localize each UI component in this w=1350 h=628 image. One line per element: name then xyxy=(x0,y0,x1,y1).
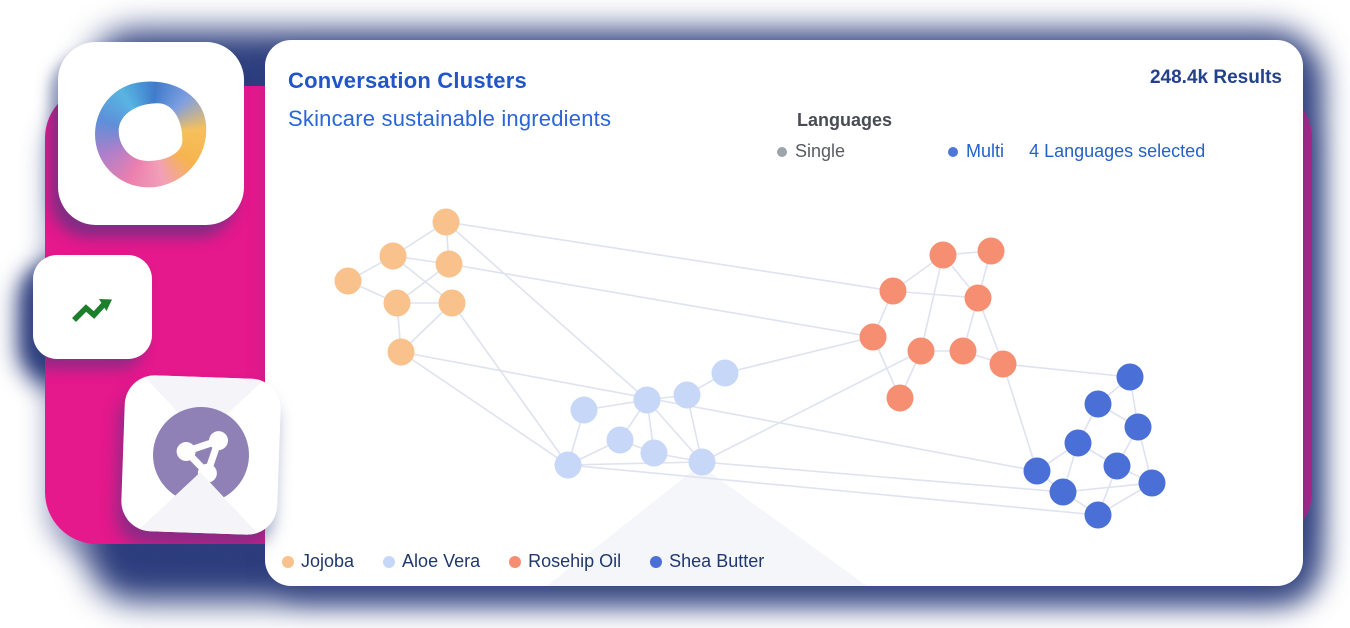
swirl-logo-icon xyxy=(86,71,216,196)
graph-node-aloe[interactable] xyxy=(554,451,582,479)
brand-logo-tile[interactable] xyxy=(58,42,244,225)
languages-selected-link[interactable]: 4 Languages selected xyxy=(1029,141,1206,161)
graph-edge xyxy=(646,399,703,463)
results-count: 248.4k Results xyxy=(1149,67,1282,88)
graph-node-aloe[interactable] xyxy=(688,448,716,476)
single-label: Single xyxy=(795,141,846,161)
graph-node-shea[interactable] xyxy=(1064,429,1092,457)
graph-node-jojoba[interactable] xyxy=(435,250,463,278)
graph-edge xyxy=(724,336,874,374)
graph-node-shea[interactable] xyxy=(1124,413,1152,441)
graph-edge xyxy=(567,464,1099,516)
jojoba-dot-icon xyxy=(282,555,294,568)
cluster-network-chart[interactable] xyxy=(265,40,1303,586)
graph-node-shea[interactable] xyxy=(1084,390,1112,418)
graph-node-aloe[interactable] xyxy=(711,359,739,387)
graph-node-jojoba[interactable] xyxy=(383,289,411,317)
graph-edge xyxy=(701,350,922,463)
graph-edge xyxy=(400,351,569,466)
graph-node-shea[interactable] xyxy=(1103,452,1131,480)
query-subtitle: Skincare sustainable ingredients xyxy=(288,106,612,131)
rosehip-oil-dot-icon xyxy=(509,555,522,568)
graph-edge xyxy=(400,351,1038,472)
legend-label: Aloe Vera xyxy=(402,551,481,571)
legend-label: Shea Butter xyxy=(669,551,765,571)
network-share-icon xyxy=(151,405,251,505)
graph-node-rosehip[interactable] xyxy=(859,323,887,351)
graph-node-shea[interactable] xyxy=(1023,457,1051,485)
graph-node-rosehip[interactable] xyxy=(886,384,914,412)
graph-node-aloe[interactable] xyxy=(673,381,701,409)
graph-edge xyxy=(445,221,894,292)
single-language-option[interactable]: Single xyxy=(777,141,845,162)
graph-node-rosehip[interactable] xyxy=(949,337,977,365)
graph-node-rosehip[interactable] xyxy=(964,284,992,312)
single-dot-icon xyxy=(777,146,787,157)
graph-edge xyxy=(567,461,703,466)
graph-edge xyxy=(1002,363,1038,472)
graph-node-jojoba[interactable] xyxy=(379,242,407,270)
graph-node-jojoba[interactable] xyxy=(438,289,466,317)
graph-node-aloe[interactable] xyxy=(640,439,668,467)
graph-edge xyxy=(701,461,1064,493)
legend-item-rosehip-oil[interactable]: Rosehip Oil xyxy=(509,551,621,572)
conversation-clusters-card: Conversation Clusters Skincare sustainab… xyxy=(265,40,1303,586)
watermark-shape xyxy=(547,465,867,586)
share-tile[interactable] xyxy=(120,374,282,536)
graph-node-jojoba[interactable] xyxy=(432,208,460,236)
graph-node-shea[interactable] xyxy=(1084,501,1112,529)
graph-node-shea[interactable] xyxy=(1138,469,1166,497)
aloe-vera-dot-icon xyxy=(383,555,396,568)
multi-dot-icon xyxy=(948,146,959,157)
trending-up-icon xyxy=(71,299,112,322)
graph-edge xyxy=(448,263,874,338)
trend-tile[interactable] xyxy=(33,255,152,359)
graph-node-shea[interactable] xyxy=(1116,363,1144,391)
graph-node-aloe[interactable] xyxy=(570,396,598,424)
graph-edge xyxy=(920,254,944,352)
graph-node-rosehip[interactable] xyxy=(977,237,1005,265)
legend-item-shea-butter[interactable]: Shea Butter xyxy=(650,551,764,572)
languages-label: Languages xyxy=(797,110,893,130)
cluster-legend: Jojoba Aloe Vera Rosehip Oil Shea Butter xyxy=(282,551,793,572)
graph-edge xyxy=(892,290,979,299)
legend-label: Rosehip Oil xyxy=(528,551,622,571)
legend-item-aloe-vera[interactable]: Aloe Vera xyxy=(383,551,480,572)
graph-node-jojoba[interactable] xyxy=(387,338,415,366)
graph-node-rosehip[interactable] xyxy=(879,277,907,305)
graph-node-shea[interactable] xyxy=(1049,478,1077,506)
multi-label: Multi xyxy=(966,141,1005,161)
graph-node-rosehip[interactable] xyxy=(929,241,957,269)
graph-edge xyxy=(451,302,569,466)
graph-edge xyxy=(445,221,648,401)
graph-node-aloe[interactable] xyxy=(606,426,634,454)
graph-edge xyxy=(1062,482,1153,493)
shea-butter-dot-icon xyxy=(650,555,663,568)
graph-node-rosehip[interactable] xyxy=(907,337,935,365)
graph-node-aloe[interactable] xyxy=(633,386,661,414)
graph-edge xyxy=(1002,363,1131,378)
graph-node-rosehip[interactable] xyxy=(989,350,1017,378)
languages-filter-row: Single Multi 4 Languages selected xyxy=(777,141,1205,162)
legend-label: Jojoba xyxy=(301,551,355,571)
legend-item-jojoba[interactable]: Jojoba xyxy=(282,551,354,572)
multi-language-option[interactable]: Multi xyxy=(948,141,1004,162)
graph-node-jojoba[interactable] xyxy=(334,267,362,295)
page-title: Conversation Clusters xyxy=(288,68,527,93)
